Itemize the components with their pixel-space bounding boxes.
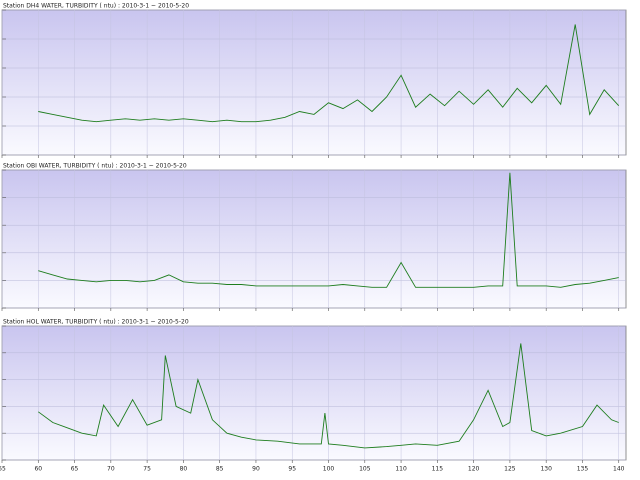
data-line: [38, 343, 619, 449]
x-tick-label: 135: [577, 466, 589, 473]
panel-title: Station DH4 WATER, TURBIDITY ( ntu) : 20…: [3, 3, 189, 10]
x-tick-label: 110: [395, 466, 407, 473]
x-tick-label: 105: [359, 466, 371, 473]
data-line: [38, 172, 619, 288]
plot-area: [1, 325, 627, 461]
x-tick-label: 115: [432, 466, 444, 473]
plot-area: [1, 169, 627, 309]
x-tick-label: 65: [71, 466, 79, 473]
panel-title: Station OBI WATER, TURBIDITY ( ntu) : 20…: [3, 163, 187, 170]
panel-title: Station HOL WATER, TURBIDITY ( ntu) : 20…: [3, 319, 189, 326]
x-tick-label: 90: [252, 466, 260, 473]
x-tick-label: 130: [540, 466, 552, 473]
x-tick-label: 70: [107, 466, 115, 473]
x-tick-label: 95: [288, 466, 296, 473]
x-tick-label: 75: [143, 466, 151, 473]
x-tick-label: 55: [0, 466, 6, 473]
x-tick-label: 120: [468, 466, 480, 473]
x-tick-label: 80: [180, 466, 188, 473]
data-line: [38, 24, 620, 123]
x-tick-label: 60: [34, 466, 42, 473]
x-tick-label: 125: [504, 466, 516, 473]
x-tick-label: 85: [216, 466, 224, 473]
x-tick-label: 140: [613, 466, 625, 473]
x-tick-label: 100: [323, 466, 335, 473]
plot-area: [1, 9, 627, 156]
